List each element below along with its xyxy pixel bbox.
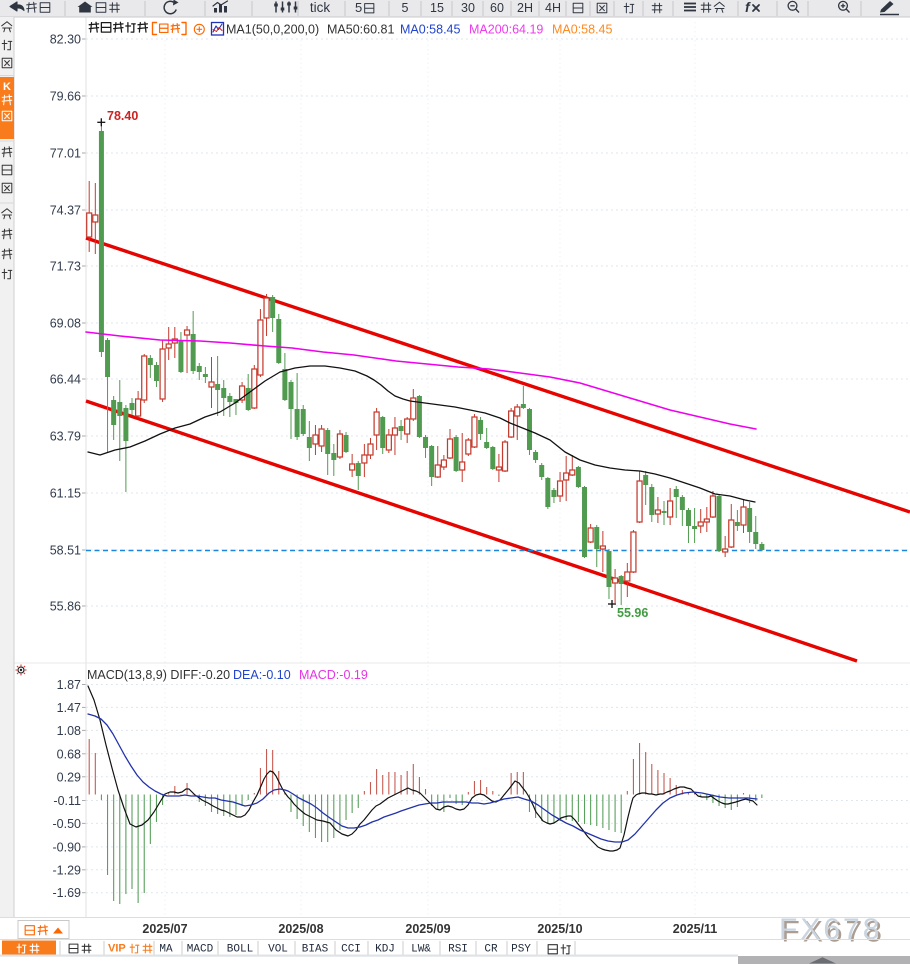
svg-text:4H: 4H bbox=[545, 1, 561, 15]
svg-text:PSY: PSY bbox=[511, 944, 531, 956]
svg-text:5: 5 bbox=[355, 0, 362, 15]
svg-text:2025/08: 2025/08 bbox=[278, 922, 323, 936]
svg-text:5: 5 bbox=[402, 1, 409, 15]
svg-text:MACD(13,8,9) DIFF:-0.20: MACD(13,8,9) DIFF:-0.20 bbox=[87, 668, 230, 682]
svg-text:79.66: 79.66 bbox=[50, 90, 81, 104]
svg-text:78.40: 78.40 bbox=[107, 109, 138, 123]
svg-text:30: 30 bbox=[461, 1, 475, 15]
svg-text:-1.69: -1.69 bbox=[53, 886, 82, 900]
svg-text:MA0:58.45: MA0:58.45 bbox=[552, 23, 613, 37]
svg-text:55.96: 55.96 bbox=[617, 606, 648, 620]
svg-text:tick: tick bbox=[310, 0, 331, 15]
svg-text:1.87: 1.87 bbox=[57, 678, 81, 692]
svg-text:-0.90: -0.90 bbox=[53, 840, 82, 854]
svg-text:MA0:58.45: MA0:58.45 bbox=[400, 23, 461, 37]
svg-text:77.01: 77.01 bbox=[50, 147, 81, 161]
svg-text:FX678: FX678 bbox=[779, 913, 882, 946]
svg-text:63.79: 63.79 bbox=[50, 430, 81, 444]
svg-text:58.51: 58.51 bbox=[50, 544, 81, 558]
svg-text:CR: CR bbox=[484, 944, 498, 956]
svg-text:-1.29: -1.29 bbox=[53, 863, 82, 877]
svg-text:MA50:60.81: MA50:60.81 bbox=[327, 23, 394, 37]
svg-text:2025/07: 2025/07 bbox=[142, 922, 187, 936]
svg-text:MA: MA bbox=[159, 944, 173, 956]
svg-text:0.68: 0.68 bbox=[57, 747, 81, 761]
svg-text:f: f bbox=[745, 0, 751, 15]
svg-text:2025/11: 2025/11 bbox=[673, 922, 718, 936]
svg-text:55.86: 55.86 bbox=[50, 600, 81, 614]
svg-text:LW&: LW& bbox=[411, 944, 431, 956]
svg-text:KDJ: KDJ bbox=[375, 944, 395, 956]
svg-text:MA1(50,0,200,0): MA1(50,0,200,0) bbox=[226, 23, 319, 37]
svg-text:VOL: VOL bbox=[268, 944, 288, 956]
svg-text:CCI: CCI bbox=[341, 944, 361, 956]
svg-text:66.44: 66.44 bbox=[50, 373, 81, 387]
svg-text:60: 60 bbox=[490, 1, 504, 15]
svg-text:VIP: VIP bbox=[108, 943, 126, 955]
svg-text:RSI: RSI bbox=[448, 944, 468, 956]
svg-text:MA200:64.19: MA200:64.19 bbox=[469, 23, 543, 37]
svg-text:1.47: 1.47 bbox=[57, 701, 81, 715]
svg-text:BIAS: BIAS bbox=[302, 944, 329, 956]
svg-text:2025/10: 2025/10 bbox=[537, 922, 582, 936]
svg-text:1.08: 1.08 bbox=[57, 724, 81, 738]
svg-text:BOLL: BOLL bbox=[227, 944, 253, 956]
svg-text:0.29: 0.29 bbox=[57, 770, 81, 784]
svg-text:DEA:-0.10: DEA:-0.10 bbox=[233, 668, 291, 682]
svg-text:MACD:-0.19: MACD:-0.19 bbox=[299, 668, 368, 682]
svg-text:K: K bbox=[3, 81, 11, 93]
svg-text:2025/09: 2025/09 bbox=[405, 922, 450, 936]
svg-text:2H: 2H bbox=[517, 1, 533, 15]
svg-text:61.15: 61.15 bbox=[50, 487, 81, 501]
svg-text:FX678: FX678 bbox=[782, 916, 885, 949]
svg-text:-0.11: -0.11 bbox=[53, 794, 81, 808]
svg-text:15: 15 bbox=[430, 1, 444, 15]
svg-text:71.73: 71.73 bbox=[50, 260, 81, 274]
svg-text:-0.50: -0.50 bbox=[53, 817, 82, 831]
svg-text:74.37: 74.37 bbox=[50, 204, 81, 218]
svg-text:MACD: MACD bbox=[187, 944, 214, 956]
svg-text:69.08: 69.08 bbox=[50, 317, 81, 331]
svg-text:82.30: 82.30 bbox=[50, 33, 81, 47]
